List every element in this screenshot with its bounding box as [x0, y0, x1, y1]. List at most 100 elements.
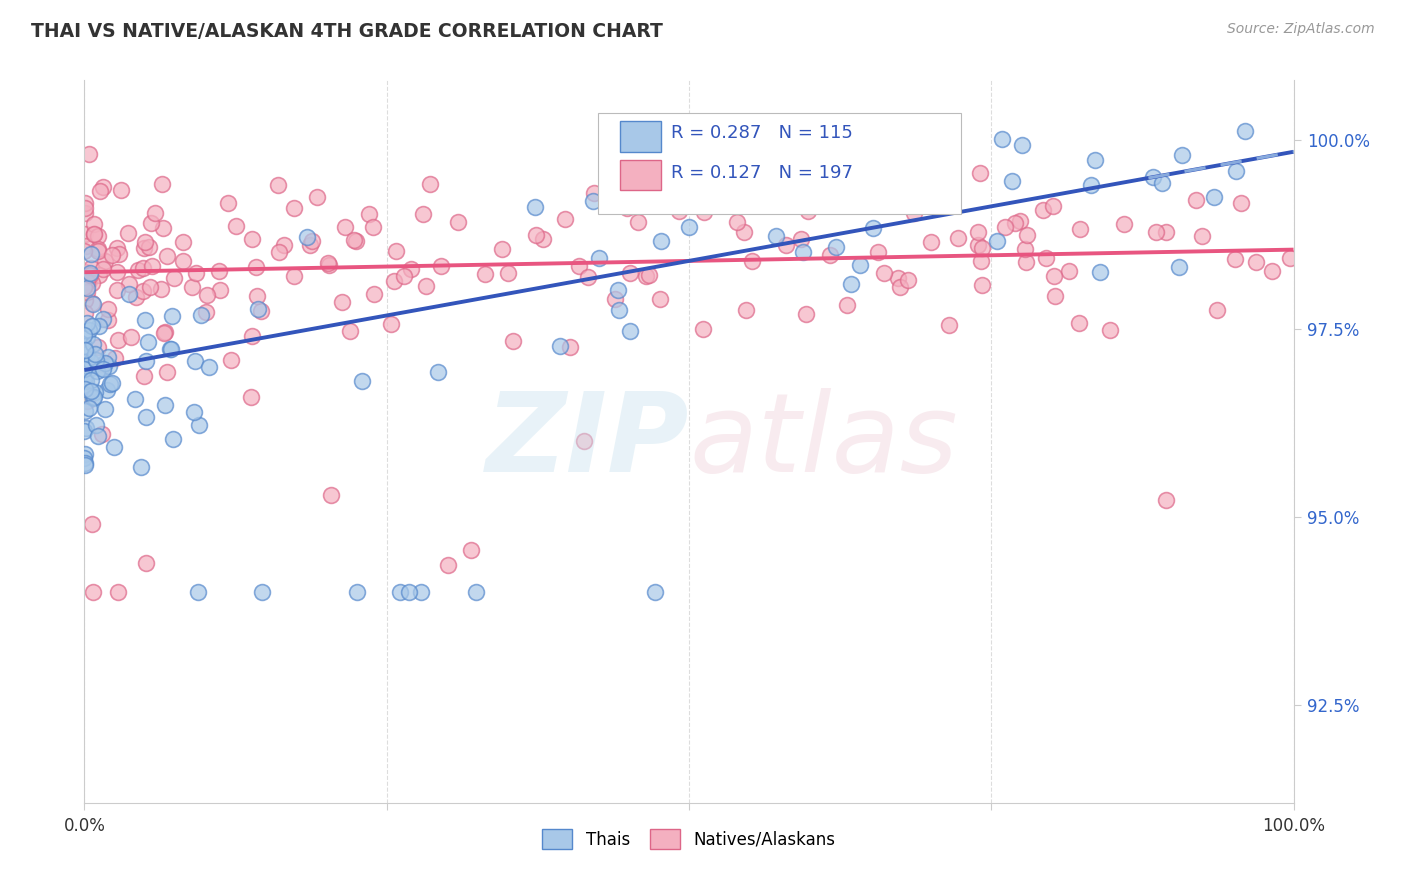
Point	[938, 318, 960, 332]
Point	[97, 301, 120, 316]
Point	[181, 280, 204, 294]
Point	[107, 334, 129, 348]
Point	[124, 392, 146, 406]
Point	[872, 197, 894, 211]
Point	[120, 330, 142, 344]
Point	[474, 267, 496, 281]
Point	[105, 265, 128, 279]
Point	[380, 317, 402, 331]
Point	[818, 248, 841, 262]
Point	[1230, 196, 1253, 211]
Point	[76, 330, 98, 344]
Point	[183, 405, 205, 419]
Point	[411, 585, 433, 599]
Point	[163, 271, 186, 285]
Point	[247, 301, 270, 316]
Point	[75, 293, 97, 308]
Point	[582, 194, 605, 209]
Point	[363, 286, 385, 301]
Point	[105, 241, 128, 255]
Point	[89, 184, 111, 198]
Point	[460, 543, 482, 558]
Point	[82, 517, 104, 532]
Point	[1142, 169, 1164, 184]
Point	[73, 339, 96, 353]
Point	[384, 274, 406, 288]
Point	[75, 421, 97, 435]
Point	[716, 189, 738, 203]
Point	[1156, 493, 1178, 508]
Point	[80, 260, 103, 275]
Point	[745, 190, 768, 204]
Point	[91, 262, 114, 277]
Point	[198, 360, 221, 375]
Point	[267, 178, 290, 192]
Point	[84, 353, 107, 368]
Point	[73, 280, 96, 294]
Point	[107, 247, 129, 261]
Point	[76, 347, 98, 361]
Point	[217, 196, 239, 211]
Point	[1191, 229, 1213, 244]
Point	[76, 316, 98, 330]
Point	[742, 192, 765, 206]
Point	[118, 287, 141, 301]
Point	[1114, 218, 1136, 232]
Point	[77, 401, 100, 415]
Point	[250, 304, 273, 318]
Point	[650, 234, 672, 248]
Point	[412, 207, 434, 221]
Point	[350, 374, 373, 388]
Point	[1004, 216, 1026, 230]
Point	[775, 238, 797, 252]
Point	[794, 307, 817, 321]
Point	[588, 251, 610, 265]
Point	[437, 558, 460, 572]
Point	[162, 432, 184, 446]
Point	[77, 323, 100, 337]
Point	[554, 211, 576, 226]
Point	[1035, 251, 1057, 265]
Legend: Thais, Natives/Alaskans: Thais, Natives/Alaskans	[536, 822, 842, 856]
Point	[73, 277, 96, 291]
Point	[101, 248, 124, 262]
Point	[419, 177, 441, 191]
Point	[134, 313, 156, 327]
Point	[297, 230, 319, 244]
Point	[135, 353, 157, 368]
Point	[156, 365, 179, 379]
Point	[127, 263, 149, 277]
Point	[135, 556, 157, 570]
Point	[91, 362, 114, 376]
Text: R = 0.287   N = 115: R = 0.287 N = 115	[671, 124, 852, 142]
Point	[195, 305, 218, 319]
Point	[866, 244, 889, 259]
Point	[548, 338, 571, 352]
Point	[84, 347, 107, 361]
Point	[1069, 316, 1091, 330]
Point	[1084, 153, 1107, 167]
Point	[346, 585, 368, 599]
FancyBboxPatch shape	[620, 121, 661, 152]
Point	[73, 306, 96, 320]
Point	[76, 393, 98, 408]
Point	[75, 447, 97, 461]
Point	[839, 277, 862, 291]
Point	[932, 184, 955, 198]
Point	[187, 585, 209, 599]
Point	[80, 247, 103, 261]
Point	[87, 268, 110, 283]
Point	[966, 237, 988, 252]
Point	[301, 234, 323, 248]
Point	[73, 378, 96, 392]
Point	[82, 276, 104, 290]
Point	[97, 350, 120, 364]
Point	[73, 265, 96, 279]
Point	[1011, 138, 1033, 153]
Point	[86, 242, 108, 256]
Point	[1043, 289, 1066, 303]
Point	[496, 266, 519, 280]
Point	[1279, 252, 1302, 266]
Point	[1246, 255, 1268, 269]
Point	[156, 249, 179, 263]
